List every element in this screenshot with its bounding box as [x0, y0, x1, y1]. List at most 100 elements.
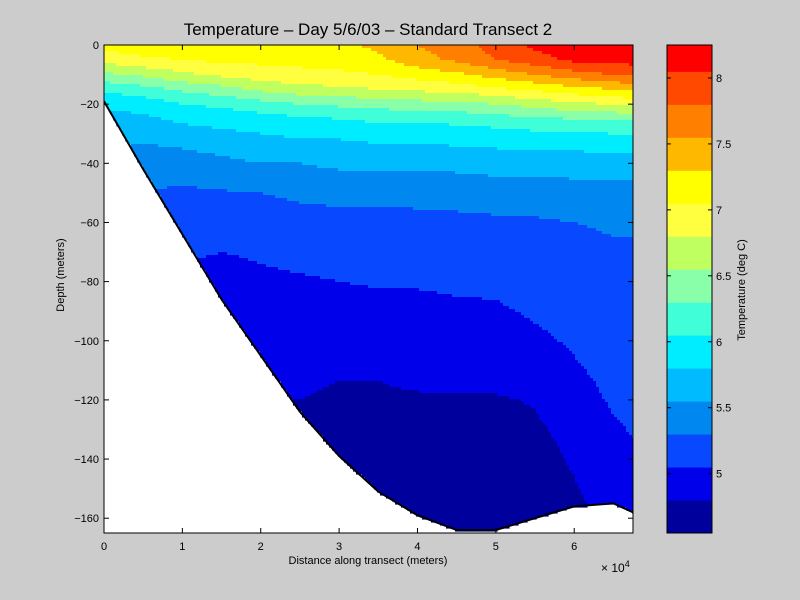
- contour-cell: [113, 45, 117, 49]
- contour-cell: [110, 60, 114, 64]
- contour-cell: [125, 117, 129, 121]
- contour-cell: [137, 78, 141, 82]
- contour-cell: [149, 54, 153, 58]
- contour-cell: [146, 54, 150, 58]
- contour-cell: [122, 129, 126, 133]
- contour-cell: [143, 117, 147, 121]
- contour-cell: [128, 120, 132, 124]
- contour-cell: [146, 99, 150, 103]
- contour-cell: [143, 114, 147, 118]
- contour-cell: [134, 84, 138, 88]
- contour-cell: [137, 51, 141, 55]
- contour-cell: [137, 48, 141, 52]
- contour-cell: [116, 69, 120, 73]
- contour-cell: [137, 93, 141, 97]
- contour-cell: [137, 150, 141, 154]
- contour-cell: [125, 96, 129, 100]
- contour-cell: [143, 162, 147, 166]
- contour-cell: [125, 78, 129, 82]
- contour-cell: [119, 69, 123, 73]
- contour-cell: [137, 153, 141, 157]
- contour-cell: [134, 135, 138, 139]
- contour-cell: [143, 165, 147, 169]
- contour-cell: [143, 147, 147, 151]
- contour-cell: [113, 87, 117, 91]
- contour-cell: [146, 69, 150, 73]
- contour-cell: [110, 90, 114, 94]
- contour-cell: [128, 69, 132, 73]
- contour-cell: [116, 120, 120, 124]
- contour-cell: [134, 102, 138, 106]
- contour-cell: [110, 99, 114, 103]
- contour-cell: [128, 99, 132, 103]
- contour-cell: [128, 129, 132, 133]
- contour-cell: [137, 138, 141, 142]
- contour-cell: [107, 81, 111, 85]
- contour-cell: [128, 123, 132, 127]
- contour-cell: [140, 144, 144, 148]
- contour-cell: [131, 135, 135, 139]
- contour-cell: [146, 57, 150, 61]
- contour-cell: [116, 75, 120, 79]
- contour-cell: [104, 69, 108, 73]
- contour-cell: [134, 117, 138, 121]
- contour-cell: [116, 93, 120, 97]
- contour-cell: [107, 84, 111, 88]
- contour-cell: [146, 126, 150, 130]
- contour-cell: [122, 72, 126, 76]
- contour-cell: [113, 111, 117, 115]
- contour-cell: [137, 129, 141, 133]
- contour-cell: [125, 54, 129, 58]
- contour-cell: [140, 63, 144, 67]
- contour-cell: [140, 78, 144, 82]
- contour-cell: [104, 84, 108, 88]
- contour-cell: [131, 126, 135, 130]
- contour-cell: [131, 54, 135, 58]
- contour-cell: [119, 87, 123, 91]
- contour-cell: [146, 153, 150, 157]
- contour-cell: [128, 117, 132, 121]
- contour-cell: [131, 108, 135, 112]
- contour-cell: [125, 90, 129, 94]
- contour-cell: [146, 84, 150, 88]
- contour-cell: [134, 45, 138, 49]
- contour-cell: [149, 45, 153, 49]
- contour-cell: [146, 60, 150, 64]
- contour-cell: [122, 75, 126, 79]
- contour-cell: [128, 135, 132, 139]
- contour-cell: [134, 114, 138, 118]
- contour-cell: [131, 60, 135, 64]
- contour-cell: [134, 81, 138, 85]
- contour-cell: [137, 84, 141, 88]
- contour-cell: [122, 123, 126, 127]
- contour-cell: [134, 60, 138, 64]
- contour-cell: [131, 117, 135, 121]
- contour-cell: [128, 114, 132, 118]
- contour-cell: [125, 57, 129, 61]
- contour-cell: [140, 45, 144, 49]
- contour-cell: [143, 123, 147, 127]
- contour-cell: [140, 141, 144, 145]
- contour-cell: [140, 84, 144, 88]
- contour-cell: [113, 81, 117, 85]
- contour-cell: [107, 75, 111, 79]
- contour-cell: [110, 48, 114, 52]
- contour-cell: [143, 159, 147, 163]
- contour-cell: [122, 114, 126, 118]
- contour-cell: [116, 96, 120, 100]
- contour-cell: [146, 90, 150, 94]
- contour-cell: [128, 93, 132, 97]
- contour-cell: [131, 111, 135, 115]
- contour-cell: [107, 63, 111, 67]
- contour-cell: [110, 84, 114, 88]
- contour-cell: [146, 150, 150, 154]
- contour-cell: [143, 99, 147, 103]
- contour-cell: [134, 111, 138, 115]
- contour-cell: [128, 60, 132, 64]
- contour-cell: [110, 63, 114, 67]
- contour-cell: [146, 75, 150, 79]
- contour-cell: [131, 138, 135, 142]
- contour-cell: [116, 105, 120, 109]
- contour-cell: [110, 102, 114, 106]
- contour-cell: [143, 132, 147, 136]
